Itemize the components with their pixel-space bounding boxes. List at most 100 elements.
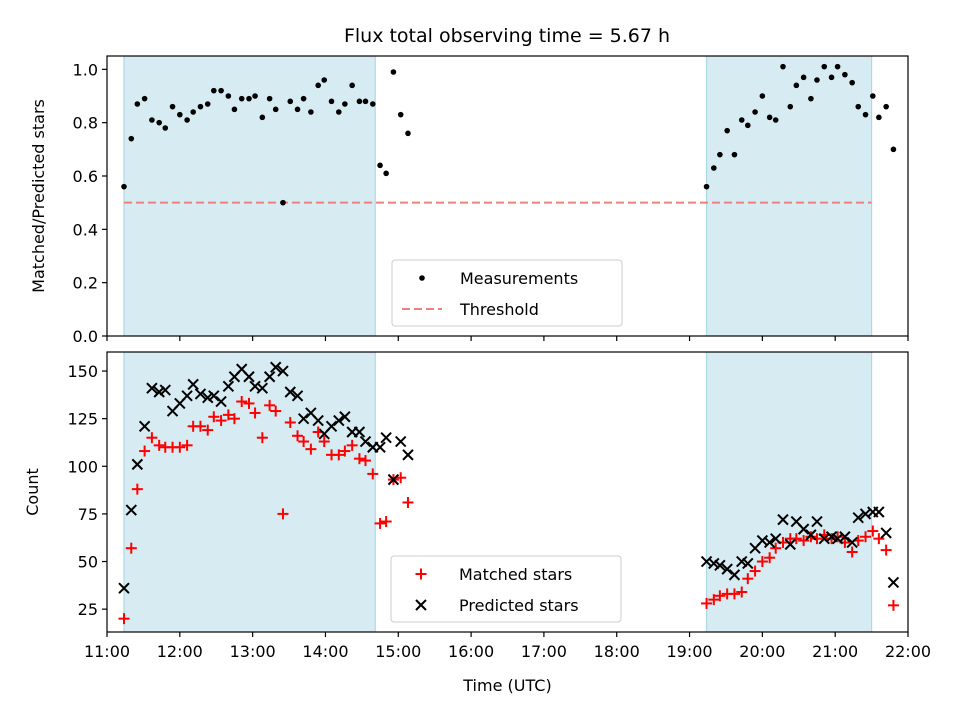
y-tick-label: 100 [67,457,98,476]
x-tick-label: 15:00 [375,642,421,661]
observing-interval-2 [706,352,872,632]
data-point-plus [292,430,304,442]
data-point [308,109,314,115]
data-point [828,74,835,81]
data-point-x [839,531,851,543]
data-point [821,63,828,70]
data-point-x [138,420,151,432]
data-point [717,151,723,158]
data-point [356,98,363,105]
data-point-plus [701,597,713,609]
data-point-plus [832,531,844,543]
data-point [766,114,773,121]
data-point [294,106,301,113]
data-point-x [146,382,158,394]
data-point-x [297,412,310,425]
top-panel-ratio: 0.0 0.2 0.4 0.6 0.8 1.0 Matched/Predicted star… [29,55,909,346]
data-point-plus [202,424,214,436]
data-point-plus [333,449,345,461]
data-point-x [714,559,726,572]
data-point [190,109,196,115]
x-tick-label: 11:00 [84,642,130,661]
data-point-x [269,361,282,373]
data-point-plus [243,397,255,409]
x-tick-label: 18:00 [594,642,640,661]
data-point [745,122,751,129]
data-point-plus [395,472,407,484]
data-point-plus [131,483,143,495]
data-point-plus [887,599,899,611]
plot-area [118,352,900,632]
data-point-plus [139,445,151,457]
data-point-x [852,512,864,524]
legend-label: Measurements [460,269,578,288]
data-point [362,98,369,105]
data-point-plus [339,445,351,457]
data-point-plus [402,496,414,508]
data-point [397,111,404,118]
data-point-plus [256,432,268,444]
data-point [752,109,758,115]
data-point-x [333,414,345,427]
legend: Measurements Threshold [391,259,623,327]
data-point [849,79,855,86]
data-point-x [887,576,900,589]
y-tick-label: 25 [78,600,98,619]
legend-marker-dot [419,275,425,281]
data-point [780,63,786,70]
data-point [724,127,730,134]
data-point-plus [380,516,392,528]
y-axis-label: Count [23,468,42,516]
data-point [252,93,258,99]
data-point-plus [353,453,365,465]
data-point-plus [305,443,317,455]
data-point [349,82,355,89]
data-point-x [374,441,386,453]
data-point [128,135,135,142]
y-tick-label: 50 [78,553,98,572]
data-point [800,74,807,81]
y-tick-label: 0.6 [73,167,98,186]
data-point [162,125,169,131]
data-point [369,101,376,107]
data-point [711,165,717,171]
data-point-plus [146,432,158,444]
data-point-plus [346,439,358,451]
observing-interval-2 [706,56,872,336]
data-point [149,117,155,123]
data-point-x [215,395,227,408]
data-point-plus [181,439,193,451]
data-point-plus [222,409,234,421]
data-point-x [728,569,741,581]
data-point-plus [318,436,330,448]
data-point-x [263,371,276,383]
data-point [121,183,127,190]
data-point-plus [736,586,748,598]
data-point-plus [770,542,782,554]
data-point [862,111,869,118]
data-point [218,87,224,94]
data-point-x [159,384,171,396]
data-point [259,114,266,121]
data-point-plus [764,552,776,564]
data-point [883,103,889,110]
y-tick-label: 125 [67,410,98,429]
data-point-x [339,411,351,423]
data-point-plus [374,517,386,529]
data-point-x [797,523,810,535]
data-point [184,117,190,123]
data-point [855,103,862,110]
legend-marker-plus [415,568,427,580]
data-point-x [805,529,817,541]
y-tick-label: 75 [78,505,98,524]
data-point-plus [249,407,261,419]
data-point-plus [228,413,240,425]
data-point [272,106,279,113]
data-point-plus [208,411,220,423]
data-point [315,82,321,89]
series-matched-stars [118,396,899,625]
data-point-x [846,536,858,549]
data-point [246,95,252,102]
data-point-x [243,371,255,383]
